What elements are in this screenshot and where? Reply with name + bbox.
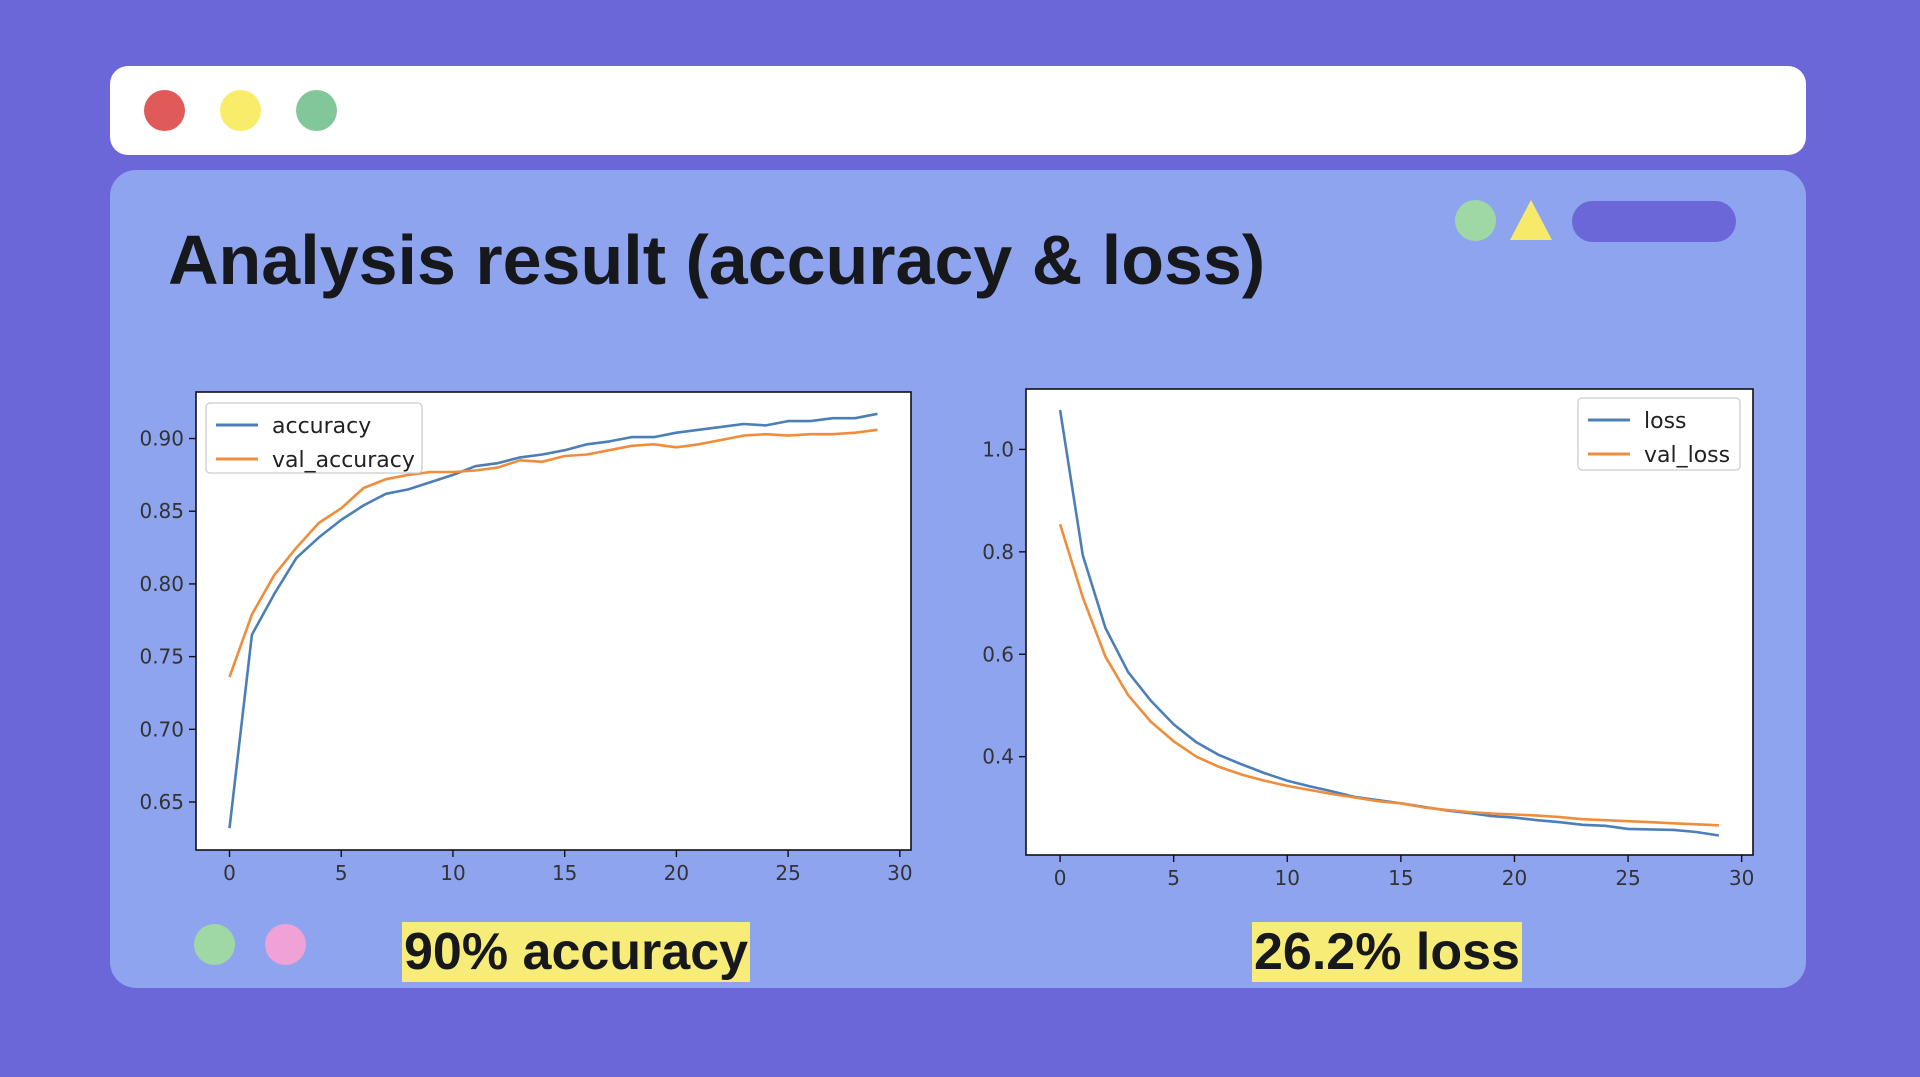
chart1-x-tick-label: 30 — [887, 861, 912, 885]
decorative-green-dot-icon — [194, 924, 235, 965]
chart2-x-tick-label: 20 — [1502, 866, 1527, 890]
chart2-x-tick-label: 15 — [1388, 866, 1413, 890]
window-titlebar — [110, 66, 1806, 155]
chart2-x-tick-label: 5 — [1167, 866, 1180, 890]
chart1-y-tick-label: 0.85 — [139, 499, 184, 523]
loss-caption: 26.2% loss — [1252, 922, 1522, 982]
decorative-pink-dot-icon — [265, 924, 306, 965]
chart1-x-tick-label: 20 — [664, 861, 689, 885]
chart1-x-tick-label: 25 — [775, 861, 800, 885]
chart1-legend — [205, 402, 423, 474]
chart1-x-tick-label: 15 — [552, 861, 577, 885]
chart1-x-tick-label: 5 — [335, 861, 348, 885]
chart1-y-tick-label: 0.90 — [139, 427, 184, 451]
minimize-window-button[interactable] — [220, 90, 261, 131]
chart2-frame — [1025, 388, 1754, 856]
chart2-legend-label-loss: loss — [1644, 409, 1687, 434]
chart1-y-tick-label: 0.80 — [139, 572, 184, 596]
chart2-y-tick-label: 0.8 — [982, 540, 1014, 564]
chart2-x-tick-label: 30 — [1729, 866, 1754, 890]
decorative-triangle-icon — [1510, 200, 1552, 240]
decorative-green-circle-icon — [1455, 200, 1496, 241]
chart1-legend-label-val_accuracy: val_accuracy — [272, 448, 415, 473]
chart1-y-tick-label: 0.70 — [139, 717, 184, 741]
decorative-pill-shape — [1572, 201, 1736, 242]
chart1-x-tick-label: 0 — [223, 861, 236, 885]
chart2-x-tick-label: 25 — [1615, 866, 1640, 890]
chart2-legend — [1577, 397, 1741, 471]
chart2-legend-label-val_loss: val_loss — [1644, 443, 1730, 468]
chart1-legend-label-accuracy: accuracy — [272, 414, 371, 439]
chart2-x-tick-label: 10 — [1275, 866, 1300, 890]
accuracy-caption: 90% accuracy — [402, 922, 751, 982]
chart2-x-tick-label: 0 — [1054, 866, 1067, 890]
maximize-window-button[interactable] — [296, 90, 337, 131]
chart1-series-line-val_accuracy — [228, 428, 878, 678]
chart1-x-tick-label: 10 — [440, 861, 465, 885]
accuracy-chart: 0 5 10 15 20 25 30 0.65 0.70 0.75 0.80 0.85 0.90 accu… — [139, 391, 913, 885]
chart1-y-tick-label: 0.75 — [139, 645, 184, 669]
loss-chart: 0 5 10 15 20 25 30 0.4 0.6 0.8 1.0 loss val_loss — [982, 388, 1754, 890]
chart2-y-tick-label: 0.4 — [982, 745, 1014, 769]
chart1-y-tick-label: 0.65 — [139, 790, 184, 814]
chart2-y-tick-label: 0.6 — [982, 642, 1014, 666]
close-window-button[interactable] — [144, 90, 185, 131]
chart1-series-line-accuracy — [228, 412, 878, 829]
page-title: Analysis result (accuracy & loss) — [168, 221, 1266, 299]
chart1-frame — [195, 391, 912, 851]
chart2-series-line-val_loss — [1058, 523, 1719, 827]
chart2-y-tick-label: 1.0 — [982, 437, 1014, 461]
